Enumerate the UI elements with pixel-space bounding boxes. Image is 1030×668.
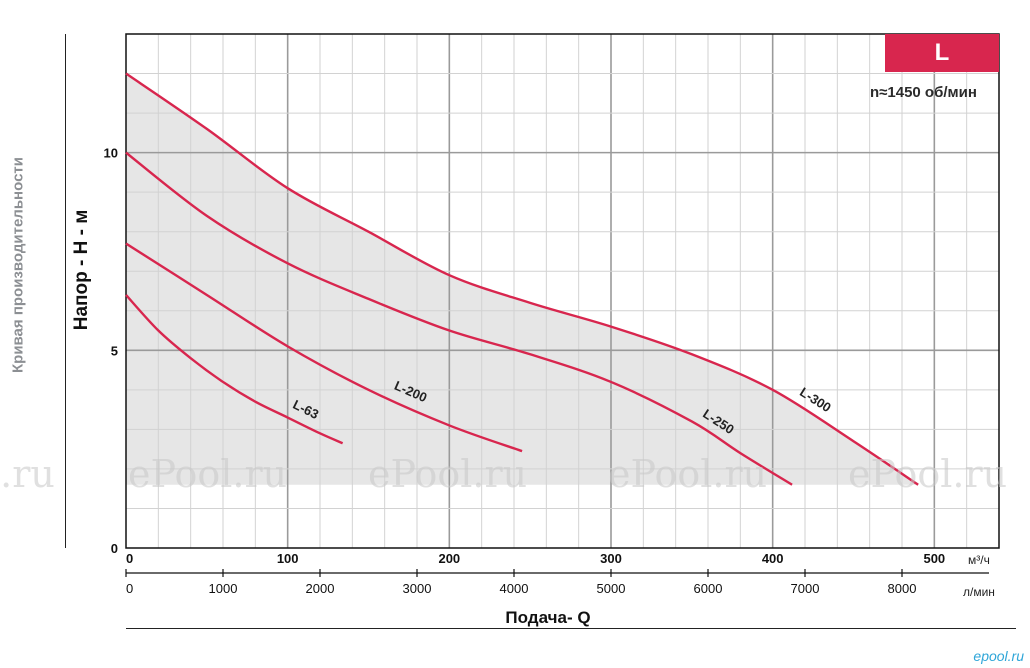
x-tick-label: 0: [126, 551, 133, 566]
x-axis-rule: [126, 628, 1016, 629]
curve-l-63: [125, 294, 344, 445]
x-tick-label: 500: [923, 551, 945, 566]
x-tick-label: 100: [277, 551, 299, 566]
x2-tick-label: 1000: [209, 581, 238, 596]
curve-l-300: [125, 72, 919, 486]
rotation-speed-label: n≈1450 об/мин: [870, 84, 977, 101]
x2-tick-label: 0: [126, 581, 133, 596]
x2-tick-label: 6000: [694, 581, 723, 596]
operating-range-area: [126, 73, 919, 485]
x2-tick-label: 3000: [403, 581, 432, 596]
watermark: ePool.ru: [128, 452, 288, 496]
side-rule: [65, 34, 66, 548]
plot-frame: [125, 33, 1000, 549]
curve-l-200: [125, 242, 523, 453]
x2-unit-label: л/мин: [963, 585, 995, 599]
side-title: Кривая производительности: [9, 157, 27, 373]
model-badge: L: [885, 34, 999, 72]
x-unit-label: м³/ч: [968, 553, 990, 567]
curve-l-250: [125, 151, 793, 486]
operating-band: [126, 73, 919, 485]
grid-lines: [126, 34, 999, 548]
x-tick-label: 200: [438, 551, 460, 566]
x2-tick-label: 7000: [791, 581, 820, 596]
x2-tick-label: 5000: [597, 581, 626, 596]
watermark: ePool.ru: [848, 452, 1008, 496]
x2-tick-label: 8000: [888, 581, 917, 596]
y-axis-label: Напор - Н - м: [71, 209, 92, 331]
y-tick-label: 5: [111, 343, 118, 358]
y-tick-label: 0: [111, 541, 118, 556]
x2-tick-label: 2000: [306, 581, 335, 596]
x-tick-label: 400: [762, 551, 784, 566]
watermark: ePool.ru: [608, 452, 768, 496]
watermark: ePool.ru: [368, 452, 528, 496]
x-axis-label: Подача- Q: [505, 608, 591, 627]
watermark-left: l.ru: [0, 452, 55, 496]
brand-logo: epool.ru: [973, 648, 1024, 664]
plot-border: [125, 33, 1000, 549]
x2-tick-label: 4000: [500, 581, 529, 596]
y-tick-label: 10: [104, 146, 118, 161]
x-tick-label: 300: [600, 551, 622, 566]
